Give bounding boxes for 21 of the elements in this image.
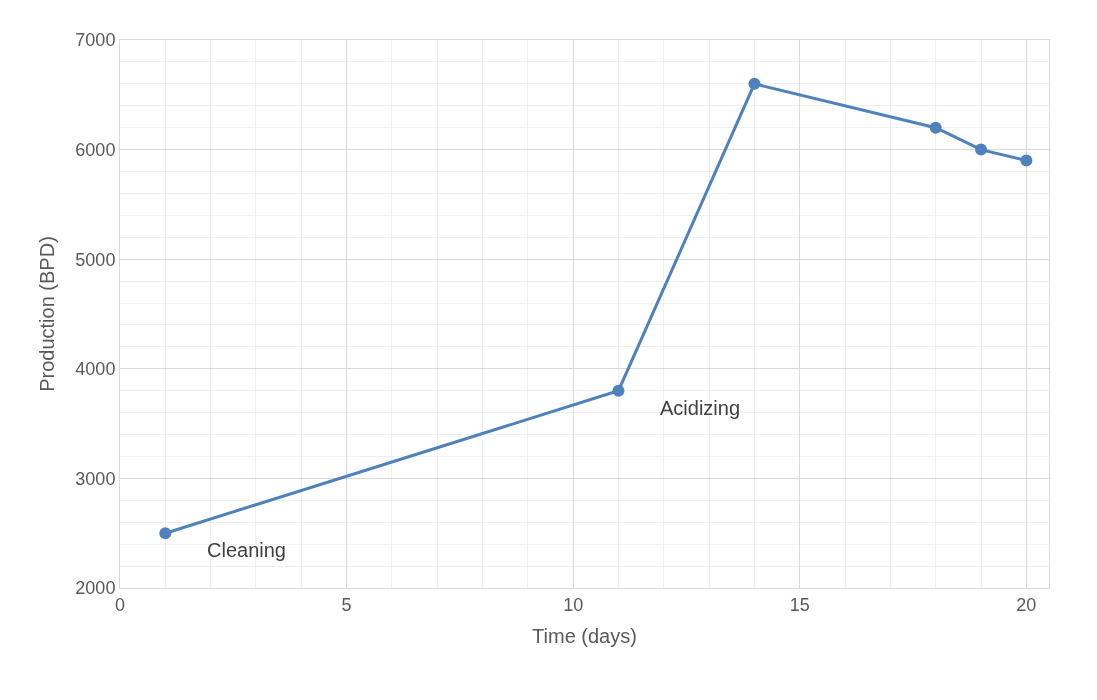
x-tick-label: 0	[114, 594, 126, 615]
annotation: Acidizing	[660, 397, 741, 419]
y-tick-label: 2000	[75, 578, 116, 599]
x-tick-label: 10	[563, 594, 584, 615]
point	[929, 121, 942, 134]
point	[159, 527, 172, 540]
y-tick-label: 4000	[75, 359, 116, 380]
y-tick-label: 5000	[75, 249, 116, 270]
point	[612, 384, 625, 397]
y-tick-label: 7000	[75, 30, 116, 51]
x-axis-title: Time (days)	[532, 625, 637, 648]
y-tick-label: 6000	[75, 139, 116, 160]
point	[1020, 154, 1033, 167]
x-tick-label: 15	[789, 594, 810, 615]
annotation: Cleaning	[207, 539, 286, 561]
point	[748, 77, 761, 90]
y-axis-title: Production (BPD)	[35, 236, 58, 392]
x-tick-label: 20	[1016, 594, 1037, 615]
point	[975, 143, 988, 156]
y-tick-label: 3000	[75, 468, 116, 489]
x-tick-label: 5	[341, 594, 352, 615]
